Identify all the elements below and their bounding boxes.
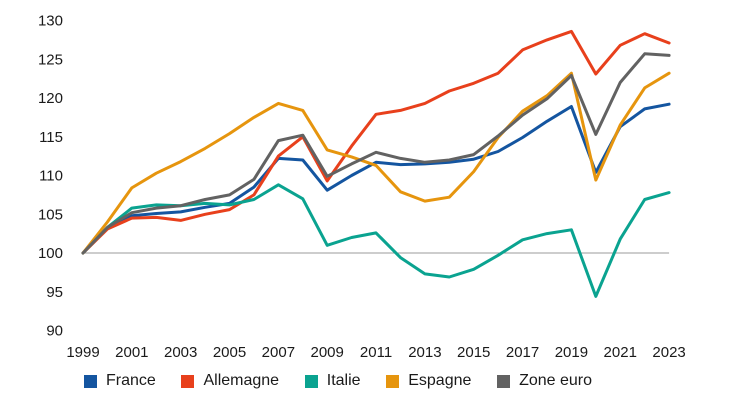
zone-euro-color-swatch <box>497 374 511 388</box>
france-color-swatch <box>84 374 97 388</box>
legend-item-france: France <box>84 372 156 390</box>
espagne-color-swatch <box>386 374 400 388</box>
x-axis-tick-label: 2007 <box>262 344 295 361</box>
italie-color-swatch <box>304 374 318 388</box>
y-axis-tick-label: 130 <box>38 13 63 30</box>
series-line-italie <box>81 183 671 298</box>
x-axis-tick-label: 2019 <box>555 344 588 361</box>
allemagne-color-swatch <box>181 374 195 388</box>
legend-item-italie: Italie <box>304 372 361 390</box>
series-line-france <box>81 102 671 255</box>
y-axis-tick-label: 95 <box>46 284 63 301</box>
series-line-zone-euro <box>81 52 671 255</box>
y-axis-tick-label: 120 <box>38 90 63 107</box>
legend-label-france: France <box>106 372 156 389</box>
y-axis-tick-label: 125 <box>38 51 63 68</box>
y-axis-tick-label: 100 <box>38 245 63 262</box>
legend-label-italie: Italie <box>326 372 361 389</box>
x-axis-tick-label: 2011 <box>360 344 392 361</box>
x-axis-tick-label: 2017 <box>506 344 539 361</box>
chart-legend: France Allemagne Italie Espagne Zone eur… <box>84 372 592 390</box>
y-axis-tick-label: 105 <box>38 206 63 223</box>
series-line-espagne <box>81 71 671 255</box>
y-axis-tick-label: 115 <box>39 129 63 146</box>
x-axis-tick-label: 2003 <box>164 344 197 361</box>
x-axis-tick-label: 2001 <box>115 344 148 361</box>
legend-item-espagne: Espagne <box>386 372 471 390</box>
x-axis-tick-label: 2009 <box>311 344 344 361</box>
x-axis-tick-label: 2013 <box>408 344 441 361</box>
x-axis-tick-label: 2015 <box>457 344 490 361</box>
legend-label-allemagne: Allemagne <box>203 372 280 389</box>
legend-label-zone-euro: Zone euro <box>519 372 592 389</box>
x-axis-tick-label: 1999 <box>66 344 99 361</box>
x-axis-tick-label: 2021 <box>604 344 637 361</box>
x-axis-tick-label: 2005 <box>213 344 246 361</box>
legend-label-espagne: Espagne <box>408 372 472 389</box>
series-line-allemagne <box>81 29 671 255</box>
legend-item-zone-euro: Zone euro <box>497 372 592 390</box>
y-axis-tick-label: 110 <box>39 168 63 185</box>
y-axis-tick-label: 90 <box>46 323 63 340</box>
x-axis-tick-label: 2023 <box>652 344 685 361</box>
legend-item-allemagne: Allemagne <box>181 372 279 390</box>
